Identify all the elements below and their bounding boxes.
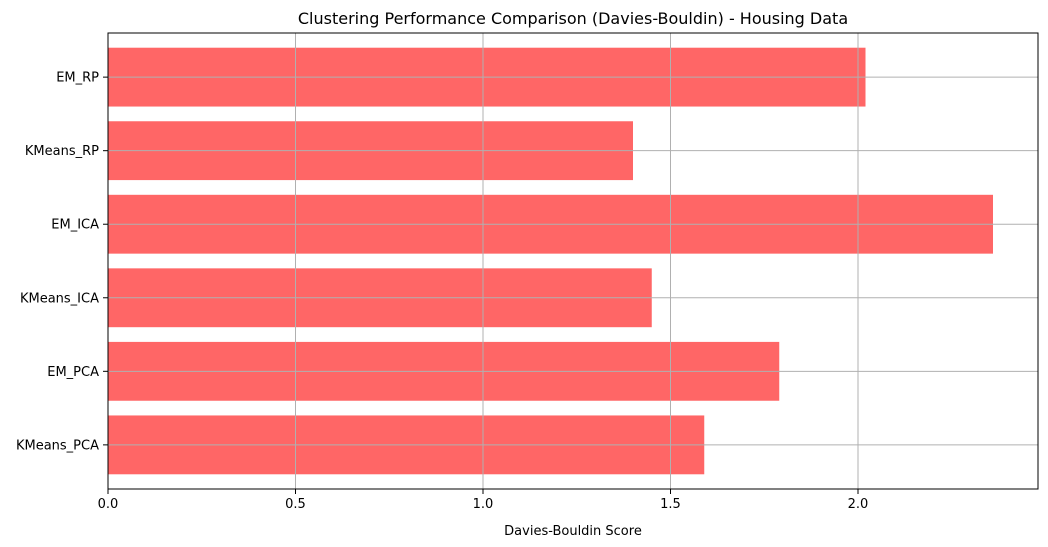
x-tick-label: 1.5 [660,497,681,512]
bars [108,47,993,475]
x-tick-label: 2.0 [848,497,869,512]
y-tick-label: EM_RP [56,71,99,86]
y-tick-label: EM_PCA [47,365,99,380]
plot-area-frame [107,32,1039,490]
y-tick-label: KMeans_RP [25,144,99,159]
y-tick-label: EM_ICA [51,218,99,233]
x-tick-label: 0.5 [285,497,306,512]
y-axis-ticks: KMeans_PCA EM_PCA KMeans_ICA EM_ICA KMeans_R… [16,71,108,453]
y-tick-label: KMeans_PCA [16,438,99,453]
chart-title: Clustering Performance Comparison (Davie… [298,9,848,28]
x-tick-label: 0.0 [98,497,119,512]
y-tick-label: KMeans_ICA [20,291,99,306]
x-tick-label: 1.0 [473,497,494,512]
x-axis-label: Davies-Bouldin Score [504,524,642,539]
x-axis-ticks: 0.0 0.5 1.0 1.5 2.0 [98,489,869,512]
